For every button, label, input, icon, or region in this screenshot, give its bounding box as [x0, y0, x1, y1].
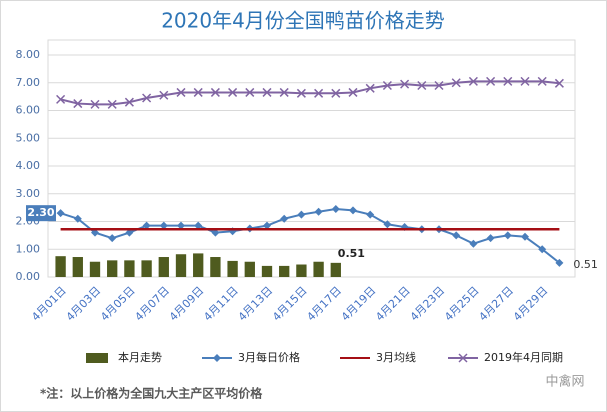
- point: [245, 87, 255, 97]
- point: [210, 87, 220, 97]
- point: [56, 209, 65, 218]
- point: [434, 80, 444, 91]
- bar: [244, 261, 255, 277]
- y-tick-label: 5.00: [16, 131, 41, 144]
- bar: [227, 260, 238, 277]
- legend-marker: [458, 353, 468, 363]
- data-label: 0.51: [573, 258, 598, 271]
- bar: [193, 253, 204, 277]
- bar: [55, 256, 66, 277]
- legend-label: 3月每日价格: [238, 350, 300, 364]
- point: [176, 87, 186, 97]
- point: [365, 83, 375, 93]
- point: [366, 210, 375, 219]
- point: [314, 88, 324, 98]
- point: [297, 210, 306, 219]
- data-label-box: [26, 205, 56, 222]
- point: [452, 231, 461, 240]
- point: [142, 221, 151, 230]
- point: [142, 93, 152, 103]
- legend-label: 本月走势: [118, 350, 162, 364]
- point: [349, 206, 357, 215]
- point: [469, 239, 478, 248]
- legend-marker: [213, 354, 221, 362]
- y-tick-label: 1.00: [16, 242, 41, 255]
- point: [503, 231, 512, 240]
- point: [538, 245, 547, 254]
- legend-label: 3月均线: [376, 350, 416, 364]
- line: [60, 80, 560, 106]
- point: [451, 78, 461, 88]
- y-tick-label: 4.00: [16, 159, 41, 172]
- bar: [313, 261, 324, 277]
- watermark: 中禽网: [545, 374, 584, 390]
- bar: [279, 265, 290, 277]
- point: [296, 88, 306, 98]
- point: [280, 214, 289, 223]
- point: [56, 94, 66, 104]
- data-label: 0.51: [338, 247, 365, 260]
- footnote: *注：以上价格为全国九大主产区平均价格: [40, 386, 263, 401]
- bar: [261, 265, 273, 277]
- bar: [330, 262, 341, 277]
- point: [520, 76, 530, 86]
- point: [193, 87, 203, 97]
- point: [417, 80, 427, 91]
- point: [383, 220, 392, 229]
- y-tick-label: 0.00: [16, 270, 41, 283]
- point: [159, 90, 169, 100]
- point: [468, 76, 478, 86]
- data-label: 2.30: [27, 206, 54, 219]
- point: [263, 221, 271, 230]
- bar: [124, 260, 135, 277]
- bar: [89, 261, 101, 277]
- y-tick-label: 3.00: [16, 187, 41, 200]
- point: [262, 87, 272, 97]
- point: [521, 232, 529, 241]
- point: [537, 76, 547, 86]
- point: [348, 87, 358, 97]
- point: [73, 99, 83, 109]
- point: [125, 228, 134, 237]
- y-tick-label: 7.00: [16, 76, 41, 89]
- point: [91, 228, 99, 237]
- bar: [141, 260, 152, 277]
- bar: [175, 254, 187, 277]
- bar: [296, 264, 307, 277]
- legend-label: 2019年4月同期: [484, 350, 563, 364]
- point: [90, 99, 100, 109]
- point: [211, 228, 220, 237]
- point: [279, 87, 289, 97]
- point: [108, 234, 117, 243]
- point: [228, 87, 238, 97]
- point: [314, 207, 323, 216]
- point: [555, 258, 564, 267]
- point: [159, 221, 168, 230]
- point: [194, 221, 203, 230]
- point: [486, 234, 495, 243]
- point: [400, 79, 410, 89]
- point: [107, 99, 117, 109]
- bar: [210, 257, 221, 277]
- bar: [107, 260, 118, 277]
- point: [73, 214, 82, 223]
- point: [177, 221, 185, 230]
- point: [382, 80, 392, 91]
- point: [331, 88, 341, 98]
- bar: [158, 257, 169, 277]
- point: [554, 78, 564, 88]
- legend-swatch: [86, 353, 108, 363]
- point: [331, 205, 340, 214]
- point: [124, 97, 134, 107]
- bar: [72, 257, 83, 277]
- point: [486, 76, 496, 86]
- y-tick-label: 6.00: [16, 104, 41, 117]
- chart-title: 2020年4月份全国鸭苗价格走势: [161, 9, 445, 33]
- point: [503, 76, 513, 86]
- y-tick-label: 8.00: [16, 48, 41, 61]
